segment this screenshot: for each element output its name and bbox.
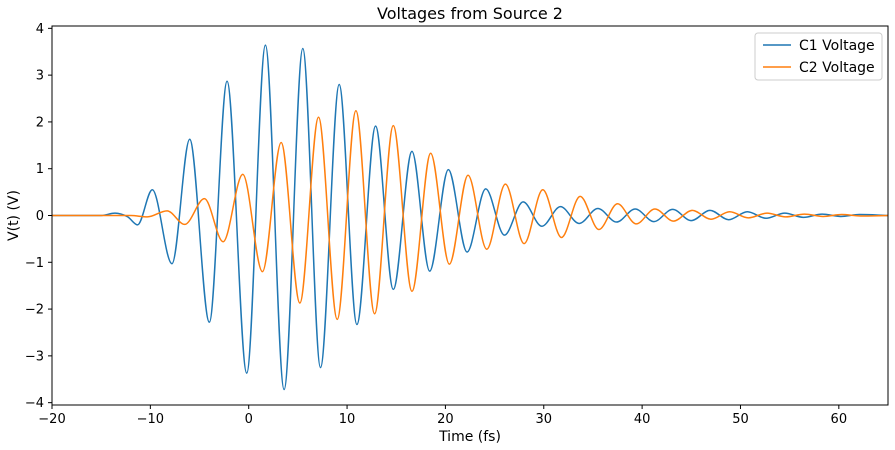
series-line-1 bbox=[52, 44, 889, 391]
series-layer bbox=[52, 44, 889, 391]
y-axis-label: V(t) (V) bbox=[6, 190, 22, 241]
y-tick-label: 3 bbox=[36, 69, 44, 84]
x-tick-label: 60 bbox=[831, 412, 848, 427]
y-axis-ticks: −4 −3 −2 −1 0 1 2 3 4 bbox=[25, 22, 52, 411]
legend-entry-2: C2 Voltage bbox=[799, 60, 875, 76]
x-axis-label: Time (fs) bbox=[438, 429, 501, 445]
plot-frame bbox=[51, 25, 889, 406]
chart-title: Voltages from Source 2 bbox=[377, 4, 563, 23]
y-tick-label: 4 bbox=[36, 22, 44, 37]
y-tick-label: −2 bbox=[25, 303, 44, 318]
x-tick-label: 0 bbox=[245, 412, 253, 427]
x-tick-label: 40 bbox=[634, 412, 651, 427]
legend: C1 Voltage C2 Voltage bbox=[754, 32, 883, 81]
x-tick-label: −20 bbox=[38, 412, 65, 427]
legend-entry-1: C1 Voltage bbox=[799, 38, 875, 54]
x-tick-label: 50 bbox=[732, 412, 749, 427]
y-tick-label: −4 bbox=[25, 396, 44, 411]
y-tick-label: 2 bbox=[36, 115, 44, 130]
x-axis-ticks: −20 −10 0 10 20 30 40 50 60 bbox=[38, 405, 847, 427]
x-tick-label: 10 bbox=[339, 412, 356, 427]
series-line-2 bbox=[52, 109, 889, 321]
x-tick-label: −10 bbox=[137, 412, 164, 427]
y-tick-label: −1 bbox=[25, 256, 44, 271]
y-tick-label: 1 bbox=[36, 162, 44, 177]
x-tick-label: 30 bbox=[535, 412, 552, 427]
y-tick-label: 0 bbox=[36, 209, 44, 224]
y-tick-label: −3 bbox=[25, 349, 44, 364]
x-tick-label: 20 bbox=[437, 412, 454, 427]
